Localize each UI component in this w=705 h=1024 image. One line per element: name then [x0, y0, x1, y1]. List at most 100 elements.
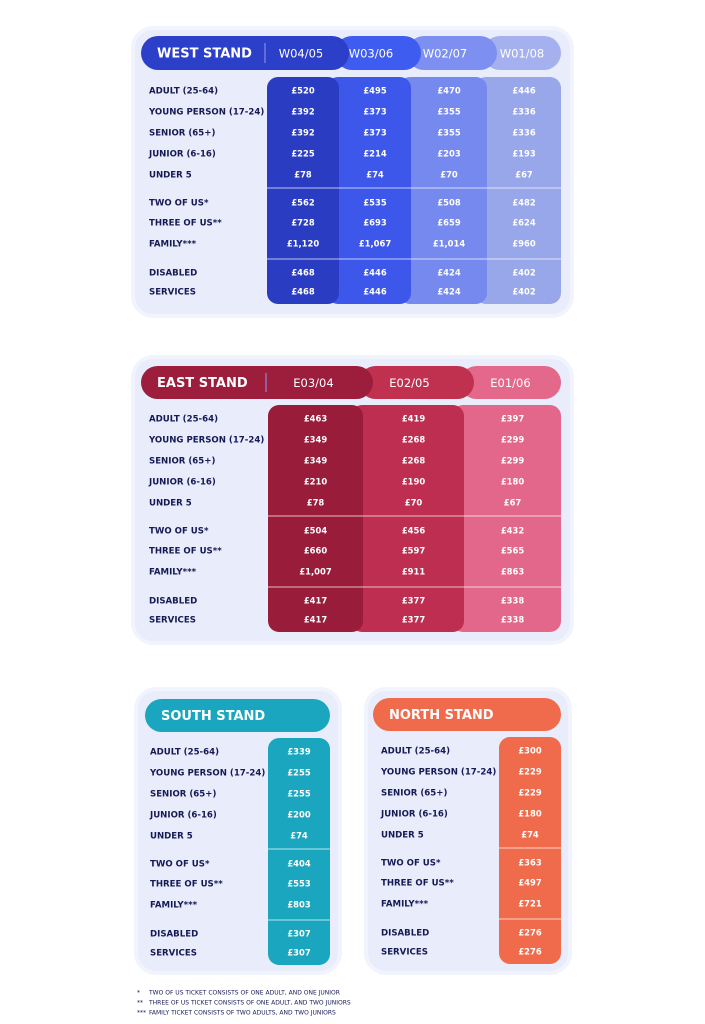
row-label: ADULT (25-64) — [149, 87, 218, 97]
row-label: THREE OF US** — [149, 547, 222, 557]
price: £229 — [518, 767, 541, 777]
price-column — [268, 738, 330, 965]
price: £373 — [363, 107, 386, 117]
price: £193 — [512, 149, 535, 159]
price: £355 — [437, 107, 460, 117]
column-header: E02/05 — [389, 376, 429, 390]
price: £417 — [304, 615, 327, 625]
price: £424 — [437, 268, 460, 278]
row-label: DISABLED — [149, 597, 197, 607]
price: £1,014 — [433, 239, 465, 249]
price: £67 — [504, 498, 522, 508]
price-column — [351, 405, 464, 632]
price: £225 — [291, 149, 314, 159]
row-label: YOUNG PERSON (17-24) — [148, 436, 264, 446]
price: £508 — [437, 198, 460, 208]
footnote-text: FAMILY TICKET CONSISTS OF TWO ADULTS, AN… — [149, 1010, 336, 1017]
price: £693 — [363, 218, 386, 228]
price: £446 — [363, 287, 386, 297]
stand-name: SOUTH STAND — [161, 709, 265, 724]
header-segment — [373, 698, 561, 731]
row-label: DISABLED — [150, 930, 198, 940]
price: £180 — [501, 477, 524, 487]
header-segment — [145, 699, 330, 732]
column-header: W03/06 — [349, 47, 394, 61]
column-header: E01/06 — [490, 376, 530, 390]
price: £363 — [518, 858, 541, 868]
price: £180 — [518, 809, 541, 819]
price: £863 — [501, 567, 524, 577]
price: £349 — [304, 456, 327, 466]
price: £355 — [437, 128, 460, 138]
price: £1,120 — [287, 239, 319, 249]
price-column — [399, 77, 487, 304]
price: £210 — [304, 477, 327, 487]
price: £402 — [512, 268, 535, 278]
row-label: SERVICES — [149, 616, 196, 626]
price: £660 — [304, 546, 327, 556]
price: £377 — [402, 596, 425, 606]
price-column — [327, 77, 411, 304]
price: £482 — [512, 198, 535, 208]
row-label: UNDER 5 — [150, 832, 193, 842]
price: £565 — [501, 546, 524, 556]
row-label: FAMILY*** — [149, 240, 197, 250]
price: £255 — [287, 768, 310, 778]
price: £377 — [402, 615, 425, 625]
price: £67 — [515, 170, 533, 180]
footnote-marker: *** — [137, 1010, 146, 1017]
row-label: UNDER 5 — [149, 171, 192, 181]
price: £392 — [291, 128, 314, 138]
price-column — [499, 737, 561, 964]
price: £70 — [405, 498, 423, 508]
row-label: SERVICES — [381, 948, 428, 958]
price: £336 — [512, 107, 535, 117]
header-segment — [335, 36, 421, 70]
price: £190 — [402, 477, 425, 487]
footnote-text: THREE OF US TICKET CONSISTS OF ONE ADULT… — [148, 1000, 351, 1007]
price: £276 — [518, 928, 541, 938]
stand-name: EAST STAND — [157, 376, 248, 391]
price: £1,067 — [359, 239, 391, 249]
header-segment — [141, 366, 373, 399]
price: £803 — [287, 900, 310, 910]
row-label: JUNIOR (6-16) — [148, 150, 216, 160]
price: £446 — [363, 268, 386, 278]
price: £417 — [304, 596, 327, 606]
price: £268 — [402, 435, 425, 445]
price: £338 — [501, 615, 524, 625]
price: £468 — [291, 268, 314, 278]
price: £911 — [402, 567, 425, 577]
price: £299 — [501, 435, 524, 445]
row-label: TWO OF US* — [149, 199, 209, 209]
price: £78 — [307, 498, 325, 508]
price: £70 — [440, 170, 458, 180]
price: £504 — [304, 526, 327, 536]
price: £203 — [437, 149, 460, 159]
row-label: THREE OF US** — [149, 219, 222, 229]
price: £402 — [512, 287, 535, 297]
price-column — [475, 77, 561, 304]
row-label: TWO OF US* — [150, 860, 210, 870]
row-label: SERVICES — [150, 949, 197, 959]
row-label: YOUNG PERSON (17-24) — [149, 769, 265, 779]
price: £456 — [402, 526, 425, 536]
header-segment — [407, 36, 497, 70]
price: £463 — [304, 414, 327, 424]
row-label: FAMILY*** — [381, 900, 429, 910]
row-label: JUNIOR (6-16) — [380, 810, 448, 820]
header-segment — [359, 366, 474, 399]
price: £520 — [291, 86, 314, 96]
row-label: SERVICES — [149, 288, 196, 298]
row-label: FAMILY*** — [149, 568, 197, 578]
row-label: SENIOR (65+) — [149, 457, 215, 467]
price: £373 — [363, 128, 386, 138]
price: £404 — [287, 859, 310, 869]
price: £276 — [518, 947, 541, 957]
row-label: THREE OF US** — [150, 880, 223, 890]
footnote-marker: * — [137, 990, 140, 997]
header-segment — [483, 36, 561, 70]
column-header: W01/08 — [500, 47, 545, 61]
price: £659 — [437, 218, 460, 228]
